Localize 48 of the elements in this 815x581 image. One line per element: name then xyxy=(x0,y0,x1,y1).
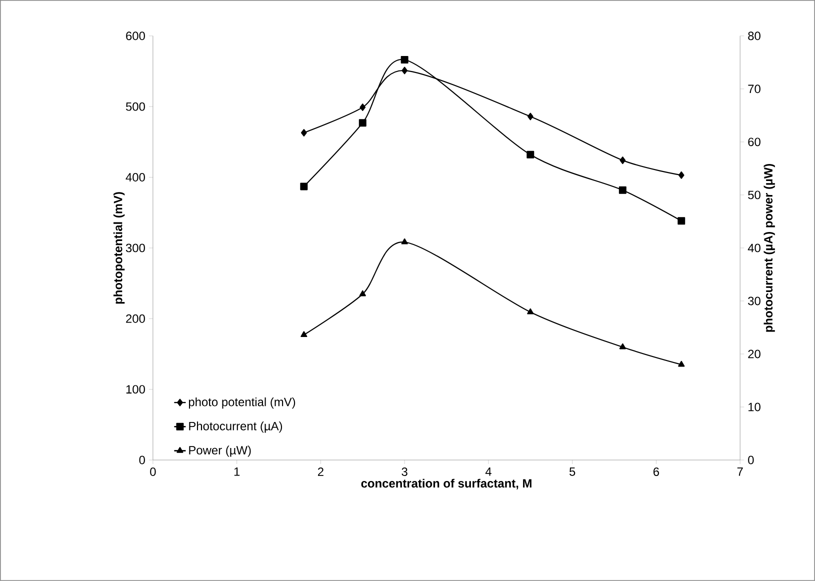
point xyxy=(360,104,366,112)
y2-tick-label: 10 xyxy=(748,402,760,412)
point xyxy=(400,56,408,64)
x-tick-label: 5 xyxy=(569,468,576,476)
x-tick-label: 6 xyxy=(653,468,660,476)
y2-tick-label: 30 xyxy=(748,296,760,306)
point xyxy=(526,150,534,158)
point xyxy=(402,66,408,74)
x-tick-label: 0 xyxy=(150,468,156,476)
y-tick-label: 100 xyxy=(126,385,145,394)
point xyxy=(300,331,308,338)
x-tick-label: 2 xyxy=(318,468,324,476)
legend-label: Power (µW) xyxy=(189,446,251,457)
x-tick-label: 3 xyxy=(402,468,408,476)
point xyxy=(358,119,366,127)
y-tick-label: 0 xyxy=(139,456,145,464)
point xyxy=(619,343,626,350)
y-tick-label: 600 xyxy=(126,32,145,40)
y2-tick-label: 70 xyxy=(748,84,760,94)
y2-axis-title: photocurrent (µA) power (µW) xyxy=(764,164,775,332)
point xyxy=(678,217,686,225)
point xyxy=(527,308,534,314)
y-tick-label: 200 xyxy=(126,314,145,323)
y2-tick-label: 80 xyxy=(748,32,760,40)
x-tick-label: 7 xyxy=(737,468,743,476)
y2-tick-label: 40 xyxy=(748,244,760,252)
x-axis-title: concentration of surfactant, M xyxy=(361,478,532,490)
point xyxy=(401,238,408,244)
point xyxy=(678,171,684,179)
point xyxy=(618,186,626,194)
point xyxy=(300,182,308,190)
y-axis-title: photopotential (mV) xyxy=(113,192,125,304)
point xyxy=(620,156,626,164)
point xyxy=(300,129,307,137)
y2-tick-label: 0 xyxy=(748,456,754,464)
point xyxy=(527,112,534,120)
y-tick-label: 500 xyxy=(126,102,145,111)
y2-tick-label: 50 xyxy=(748,190,760,200)
point xyxy=(678,360,685,367)
legend-label: Photocurrent (µA) xyxy=(189,422,282,433)
point xyxy=(359,290,366,296)
y-tick-label: 400 xyxy=(126,173,145,182)
legend-label: photo potential (mV) xyxy=(188,397,296,409)
y-tick-label: 300 xyxy=(126,244,145,252)
x-tick-label: 4 xyxy=(485,468,492,476)
y2-tick-label: 60 xyxy=(748,138,760,146)
x-tick-label: 1 xyxy=(234,468,240,476)
y2-tick-label: 20 xyxy=(748,350,760,358)
